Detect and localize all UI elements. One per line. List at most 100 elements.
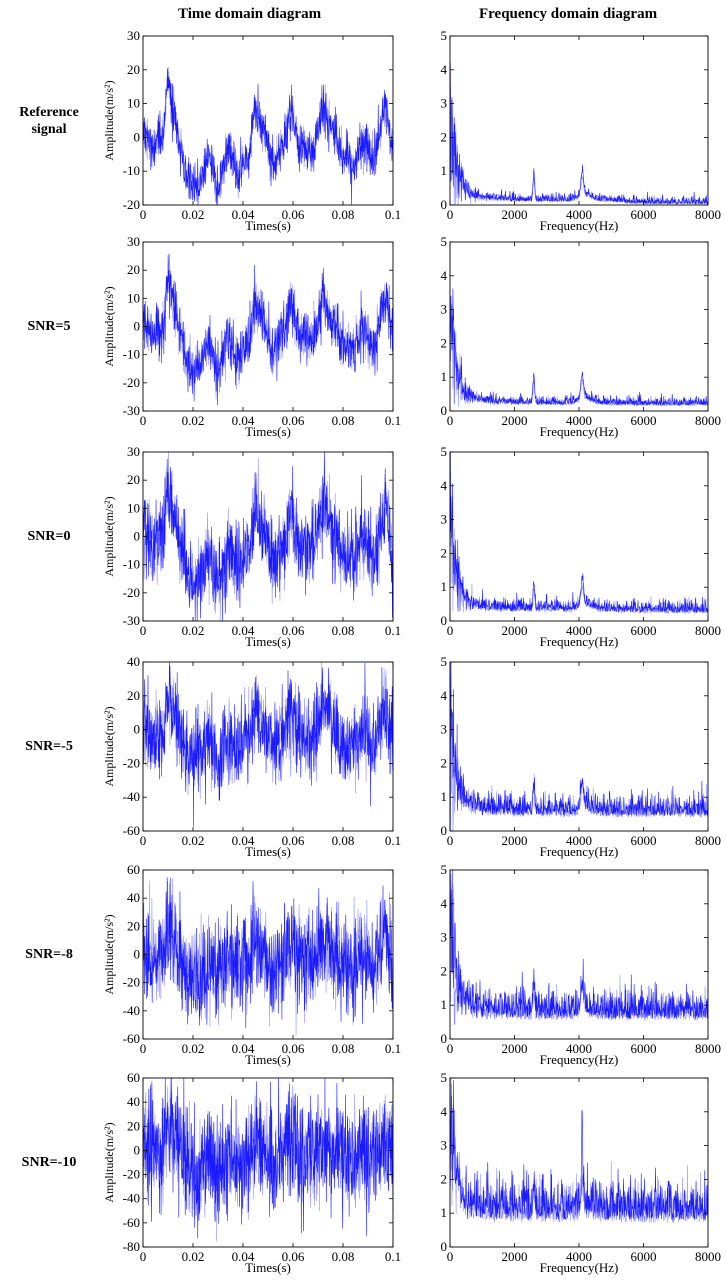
y-axis-label: Amplitude(m/s²) — [102, 1122, 116, 1202]
row-label-line: signal — [31, 121, 67, 137]
spectrum-trace — [449, 472, 709, 614]
y-tick-label: 20 — [127, 472, 140, 487]
time-domain-plot: 0 0.02 0.04 0.06 0.08 0.1 -30 -20 -10 0 10 20 30 Ampl… — [102, 234, 401, 439]
x-tick-label: 0 — [140, 623, 147, 638]
row-label: SNR=-5 — [0, 738, 98, 755]
y-axis-label: Amplitude(m/s²) — [102, 706, 116, 786]
x-axis-label: Frequency(Hz) — [540, 1260, 619, 1275]
y-tick-label: 2 — [441, 129, 448, 144]
spectrum-trace-light — [449, 85, 709, 206]
y-tick-label: -20 — [123, 1167, 140, 1182]
x-tick-label: 0 — [447, 207, 454, 222]
row-label-line: SNR=-8 — [25, 947, 73, 962]
x-tick-label: 6000 — [631, 413, 657, 428]
x-tick-label: 0 — [140, 413, 147, 428]
y-tick-label: -40 — [123, 1003, 140, 1018]
y-tick-label: -10 — [123, 347, 140, 362]
x-tick-label: 0.08 — [332, 623, 355, 638]
spectrum-trace-light — [449, 241, 709, 407]
plot-frame — [142, 661, 394, 832]
x-tick-label: 0.04 — [232, 413, 255, 428]
y-tick-label: -20 — [123, 197, 140, 212]
plot-frame — [449, 35, 709, 206]
x-tick-label: 0 — [140, 1249, 147, 1264]
row-label: SNR=5 — [0, 318, 98, 335]
x-tick-label: 0.04 — [232, 207, 255, 222]
x-tick-label: 0.02 — [182, 207, 205, 222]
y-tick-label: 4 — [441, 896, 448, 911]
y-tick-label: 3 — [441, 722, 448, 737]
y-tick-label: 0 — [134, 1142, 141, 1157]
spectrum-trace — [449, 1079, 709, 1220]
x-tick-label: 0.06 — [282, 207, 305, 222]
axes: 0 2000 4000 6000 8000 0 1 2 3 4 5 — [441, 1070, 722, 1264]
y-tick-label: 30 — [127, 28, 140, 43]
row-label-line: SNR=5 — [27, 319, 71, 334]
time-domain-plot: 0 0.02 0.04 0.06 0.08 0.1 -60 -40 -20 0 20 40 60 Ampl… — [102, 862, 401, 1067]
y-tick-label: 5 — [441, 444, 448, 459]
axes: 0 2000 4000 6000 8000 0 1 2 3 4 5 — [441, 444, 722, 638]
y-tick-label: 0 — [134, 319, 141, 334]
y-tick-label: -20 — [123, 585, 140, 600]
x-tick-label: 6000 — [631, 623, 657, 638]
y-tick-label: -30 — [123, 613, 140, 628]
x-tick-label: 0.06 — [282, 623, 305, 638]
plot-frame — [142, 1077, 394, 1248]
x-tick-label: 0 — [447, 833, 454, 848]
y-tick-label: 5 — [441, 654, 448, 669]
axes: 0 0.02 0.04 0.06 0.08 0.1 -60 -40 -20 0 20 40 — [123, 654, 401, 848]
x-axis-label: Frequency(Hz) — [540, 634, 619, 649]
x-axis-label: Frequency(Hz) — [540, 1052, 619, 1067]
x-tick-label: 0.1 — [385, 1041, 401, 1056]
plot-frame — [142, 869, 394, 1040]
y-tick-label: -20 — [123, 975, 140, 990]
x-tick-label: 0.06 — [282, 413, 305, 428]
x-tick-label: 4000 — [566, 1041, 592, 1056]
frequency-domain-plot: 0 2000 4000 6000 8000 0 1 2 3 4 5 Frequency(Hz) — [441, 862, 722, 1067]
row-label: Reference signal — [0, 104, 98, 138]
y-tick-label: 1 — [441, 997, 448, 1012]
y-tick-label: 10 — [127, 500, 140, 515]
x-tick-label: 0.04 — [232, 1041, 255, 1056]
axes: 0 0.02 0.04 0.06 0.08 0.1 -20 -10 0 10 20 30 — [123, 28, 401, 222]
x-tick-label: 0.04 — [232, 1249, 255, 1264]
x-tick-label: 6000 — [631, 833, 657, 848]
y-tick-label: -40 — [123, 1191, 140, 1206]
y-tick-label: 1 — [441, 369, 448, 384]
x-tick-label: 0.02 — [182, 623, 205, 638]
x-axis-label: Times(s) — [245, 424, 291, 439]
y-tick-label: 5 — [441, 1070, 448, 1085]
y-tick-label: 0 — [441, 403, 448, 418]
spectrum-trace — [449, 62, 709, 205]
x-tick-label: 8000 — [695, 1041, 721, 1056]
row-label-line: Reference — [19, 104, 79, 120]
x-axis-label: Times(s) — [245, 1260, 291, 1275]
time-domain-plot: 0 0.02 0.04 0.06 0.08 0.1 -30 -20 -10 0 10 20 30 Ampl… — [102, 444, 401, 649]
y-tick-label: 2 — [441, 755, 448, 770]
y-tick-label: 5 — [441, 28, 448, 43]
x-tick-label: 0 — [447, 623, 454, 638]
x-tick-label: 4000 — [566, 833, 592, 848]
x-tick-label: 0.08 — [332, 833, 355, 848]
x-tick-label: 0.08 — [332, 1249, 355, 1264]
x-tick-label: 0.1 — [385, 413, 401, 428]
y-tick-label: 0 — [134, 529, 141, 544]
x-tick-label: 2000 — [502, 1041, 528, 1056]
x-tick-label: 0.02 — [182, 1249, 205, 1264]
time-signal-trace — [142, 253, 394, 405]
y-tick-label: 4 — [441, 688, 448, 703]
plot-frame — [142, 241, 394, 412]
y-tick-label: 60 — [127, 862, 140, 877]
y-axis-label: Amplitude(m/s²) — [102, 286, 116, 366]
spectrum-trace-light — [449, 451, 709, 615]
x-tick-label: 0.02 — [182, 413, 205, 428]
y-tick-label: 0 — [134, 129, 141, 144]
frequency-domain-plot: 0 2000 4000 6000 8000 0 1 2 3 4 5 Frequency(Hz) — [441, 654, 722, 859]
y-tick-label: 4 — [441, 1104, 448, 1119]
y-tick-label: 60 — [127, 1070, 140, 1085]
x-axis-label: Frequency(Hz) — [540, 844, 619, 859]
axes: 0 0.02 0.04 0.06 0.08 0.1 -30 -20 -10 0 10 20 30 — [123, 444, 401, 638]
y-tick-label: 2 — [441, 335, 448, 350]
x-tick-label: 6000 — [631, 207, 657, 222]
y-tick-label: 30 — [127, 234, 140, 249]
